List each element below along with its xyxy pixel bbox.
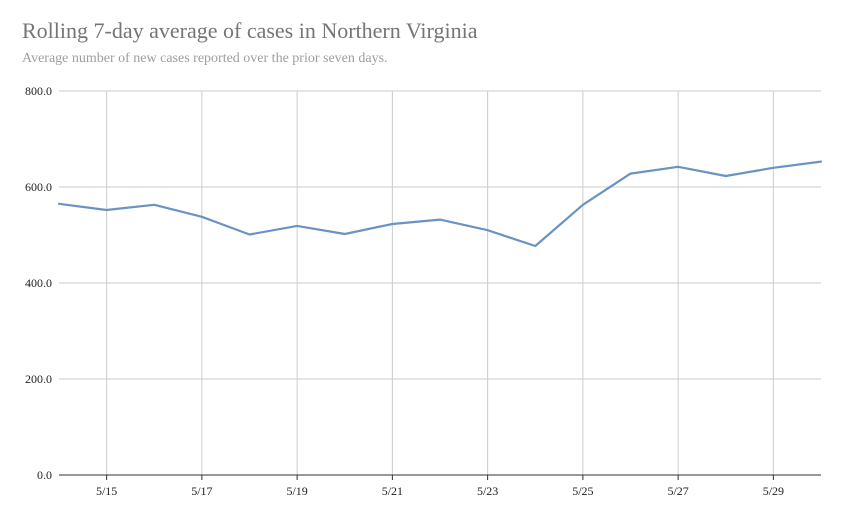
axes xyxy=(59,474,821,480)
x-tick-label: 5/23 xyxy=(477,484,498,498)
y-tick-label: 400.0 xyxy=(25,276,52,290)
x-tick-label: 5/17 xyxy=(191,484,212,498)
series-layer xyxy=(57,160,823,248)
gridlines xyxy=(59,90,821,475)
y-tick-label: 0.0 xyxy=(37,468,52,482)
chart-subtitle: Average number of new cases reported ove… xyxy=(22,51,388,66)
series-line xyxy=(57,160,823,248)
x-tick-label: 5/15 xyxy=(96,484,117,498)
x-tick-label: 5/19 xyxy=(286,484,307,498)
x-tick-label: 5/29 xyxy=(763,484,784,498)
y-tick-label: 200.0 xyxy=(25,372,52,386)
y-tick-label: 600.0 xyxy=(25,180,52,194)
chart-title: Rolling 7-day average of cases in Northe… xyxy=(22,18,478,43)
tick-labels: 0.0 200.0 400.0 600.0 800.0 5/15 5/17 5/19 5/21 5… xyxy=(25,84,784,498)
y-tick-label: 800.0 xyxy=(25,84,52,98)
x-tick-label: 5/21 xyxy=(382,484,403,498)
x-tick-label: 5/25 xyxy=(572,484,593,498)
x-tick-label: 5/27 xyxy=(667,484,688,498)
